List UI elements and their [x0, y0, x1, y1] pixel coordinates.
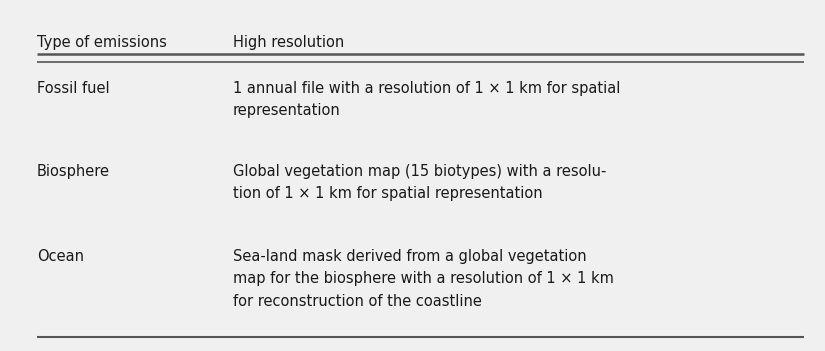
Text: Fossil fuel: Fossil fuel	[37, 81, 110, 96]
Text: Sea-land mask derived from a global vegetation
map for the biosphere with a reso: Sea-land mask derived from a global vege…	[233, 249, 614, 309]
Text: Biosphere: Biosphere	[37, 164, 110, 179]
Text: Ocean: Ocean	[37, 249, 84, 264]
Text: High resolution: High resolution	[233, 35, 344, 50]
Text: Global vegetation map (15 biotypes) with a resolu-
tion of 1 × 1 km for spatial : Global vegetation map (15 biotypes) with…	[233, 164, 606, 201]
Text: Type of emissions: Type of emissions	[37, 35, 167, 50]
Text: 1 annual file with a resolution of 1 × 1 km for spatial
representation: 1 annual file with a resolution of 1 × 1…	[233, 81, 620, 119]
